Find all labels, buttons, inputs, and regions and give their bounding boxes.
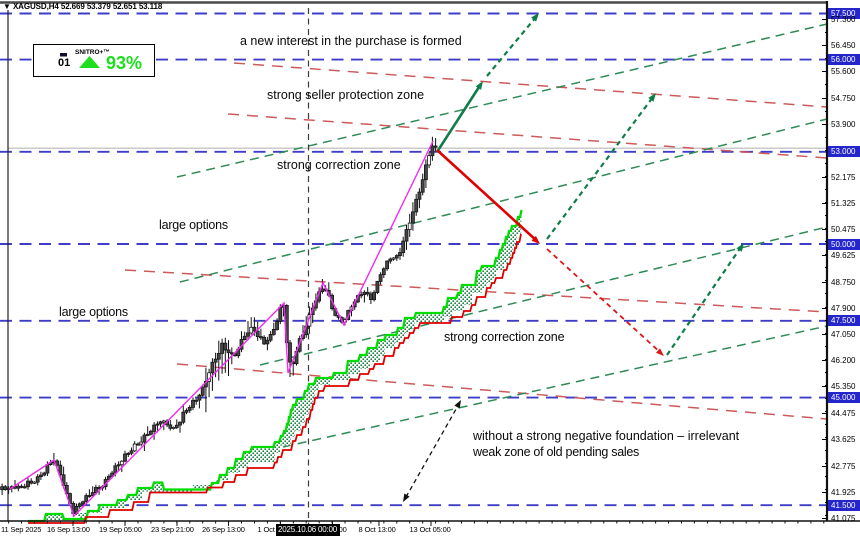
svg-text:93%: 93%: [106, 53, 142, 73]
svg-text:01: 01: [58, 57, 70, 69]
svg-text:SNITRO+™: SNITRO+™: [75, 49, 110, 56]
